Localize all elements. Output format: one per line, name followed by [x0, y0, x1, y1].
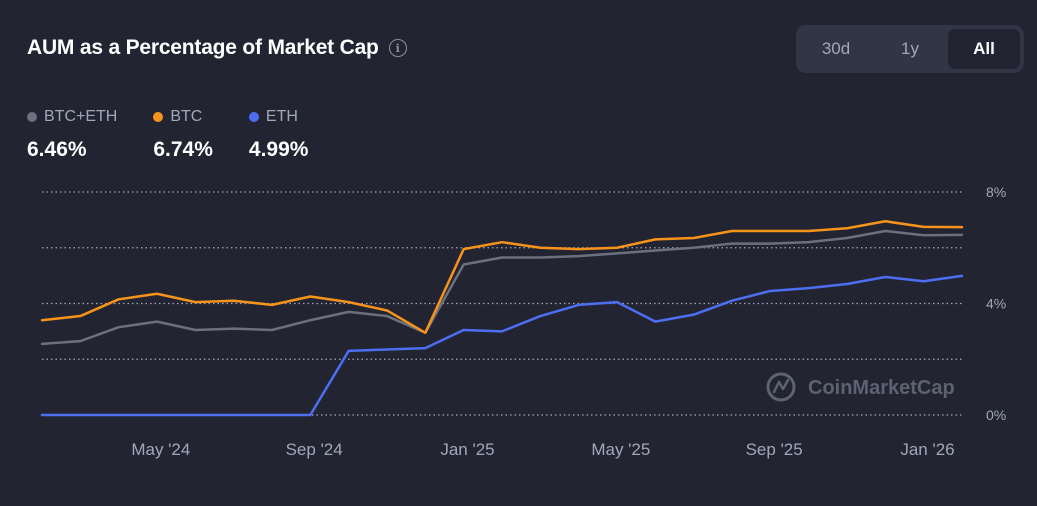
range-all-button[interactable]: All: [948, 29, 1020, 69]
x-tick-label: May '25: [591, 440, 650, 459]
legend-label: BTC+ETH: [44, 108, 118, 125]
watermark-text: CoinMarketCap: [808, 377, 955, 399]
legend-item-btc-eth[interactable]: BTC+ETH 6.46%: [27, 108, 117, 162]
coinmarketcap-logo-mark: [772, 378, 790, 394]
range-30d-button[interactable]: 30d: [800, 29, 872, 69]
eth-dot-icon: [248, 112, 259, 122]
line-chart[interactable]: 0% 4% 8% CoinMarketCap May '24 Sep '24 Jan '…: [0, 170, 1037, 506]
legend-value: 6.46%: [27, 138, 87, 161]
series-line-eth[interactable]: [40, 274, 964, 417]
chart-header: AUM as a Percentage of Market Cap i: [27, 36, 407, 60]
legend-value: 4.99%: [248, 138, 309, 161]
x-tick-label: Jan '25: [440, 440, 494, 459]
x-tick-label: Sep '25: [746, 440, 803, 459]
legend-item-btc[interactable]: BTC 6.74%: [153, 108, 213, 162]
x-tick-label: May '24: [131, 440, 190, 459]
x-tick-label: Sep '24: [286, 440, 343, 459]
legend-label: ETH: [265, 108, 298, 125]
legend-item-eth[interactable]: ETH 4.99%: [248, 108, 309, 162]
x-tick-label: Jan '26: [900, 440, 954, 459]
legend-label: BTC: [170, 108, 203, 125]
time-range-switch: 30d 1y All: [796, 25, 1024, 73]
series-line-btc-eth[interactable]: [40, 229, 964, 346]
y-tick-label: 8%: [986, 184, 1006, 200]
legend-label-row: BTC+ETH: [27, 108, 117, 126]
range-1y-button[interactable]: 1y: [874, 29, 946, 69]
legend-value: 6.74%: [153, 138, 213, 161]
btc-eth-dot-icon: [27, 112, 37, 122]
btc-dot-icon: [153, 112, 164, 122]
coinmarketcap-watermark: CoinMarketCap: [766, 372, 955, 402]
series-line-btc[interactable]: [40, 220, 964, 335]
chart-title: AUM as a Percentage of Market Cap: [27, 36, 379, 59]
y-tick-label: 4%: [986, 296, 1006, 312]
legend: BTC+ETH 6.46% BTC 6.74% ETH 4.99%: [27, 108, 344, 162]
legend-label-row: ETH: [248, 108, 309, 126]
y-tick-label: 0%: [986, 407, 1006, 423]
info-icon[interactable]: i: [388, 39, 407, 57]
coinmarketcap-logo-icon: [766, 372, 796, 402]
legend-label-row: BTC: [153, 108, 213, 126]
